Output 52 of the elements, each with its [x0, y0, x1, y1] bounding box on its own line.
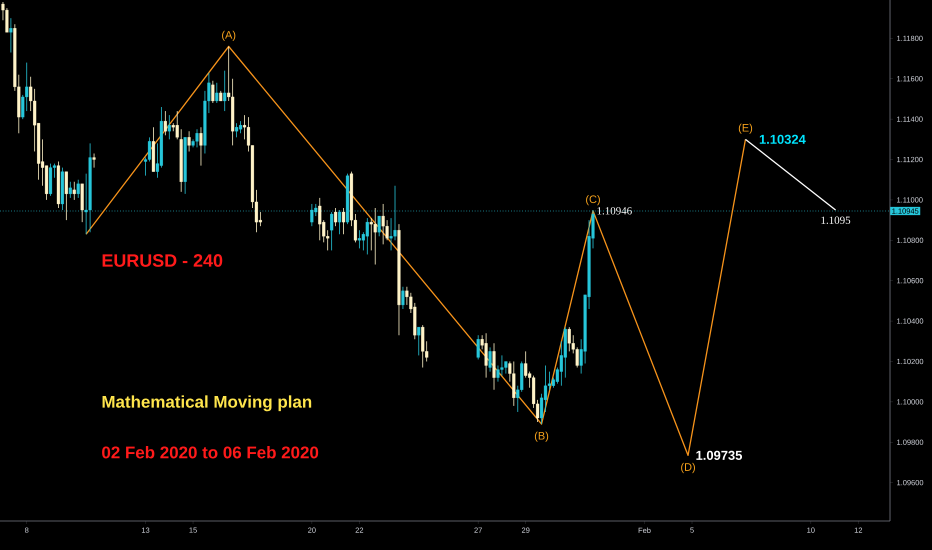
candlestick — [310, 204, 314, 227]
candlestick — [401, 286, 405, 310]
annotation: 1.10324 — [760, 134, 806, 144]
candlestick — [378, 216, 381, 237]
candlestick — [199, 126, 203, 166]
candlestick — [72, 181, 76, 200]
candlestick — [484, 332, 488, 378]
candlestick — [358, 230, 361, 249]
annotation: (A) — [222, 30, 236, 41]
candlestick — [211, 80, 214, 104]
candlestick — [417, 326, 420, 356]
annotation: (C) — [586, 195, 600, 206]
candlestick — [76, 179, 80, 198]
candlestick — [164, 110, 167, 136]
candlestick — [215, 82, 218, 104]
candlestick — [318, 197, 322, 241]
candlestick — [576, 346, 579, 368]
annotation: 02 Feb 2020 to 06 Feb 2020 — [102, 446, 318, 458]
candlestick — [405, 286, 408, 306]
candlestick — [524, 350, 528, 378]
candlestick — [476, 334, 480, 360]
candlestick — [568, 326, 571, 352]
candlestick — [68, 181, 72, 198]
candlestick — [238, 120, 242, 134]
candlestick — [366, 218, 369, 255]
candlestick — [330, 212, 334, 251]
candlestick — [188, 130, 191, 152]
candlestick — [382, 204, 385, 245]
candlestick — [9, 18, 12, 53]
candlestick — [488, 346, 492, 372]
annotation: (B) — [534, 432, 548, 442]
annotation: 1.10946 — [598, 207, 632, 215]
candlestick — [92, 153, 96, 168]
candlestick — [176, 110, 179, 140]
annotation: 1.09735 — [696, 450, 742, 460]
candlestick — [334, 208, 338, 227]
annotation: 1.1095 — [821, 216, 850, 224]
candlestick — [168, 114, 171, 140]
candlestick — [223, 70, 226, 112]
annotation: Mathematical Moving plan — [102, 395, 312, 412]
candlestick — [195, 128, 199, 148]
candlestick — [370, 218, 373, 251]
annotation: (D) — [681, 462, 695, 474]
candlestick — [386, 220, 389, 241]
annotation: EURUSD - 240 — [102, 254, 222, 267]
candlestick — [64, 171, 68, 221]
candlestick — [235, 122, 238, 138]
candlestick — [342, 208, 346, 235]
annotation: (E) — [738, 124, 752, 134]
candlestick — [496, 365, 500, 382]
candlestick — [374, 208, 377, 265]
candlestick — [219, 90, 222, 102]
